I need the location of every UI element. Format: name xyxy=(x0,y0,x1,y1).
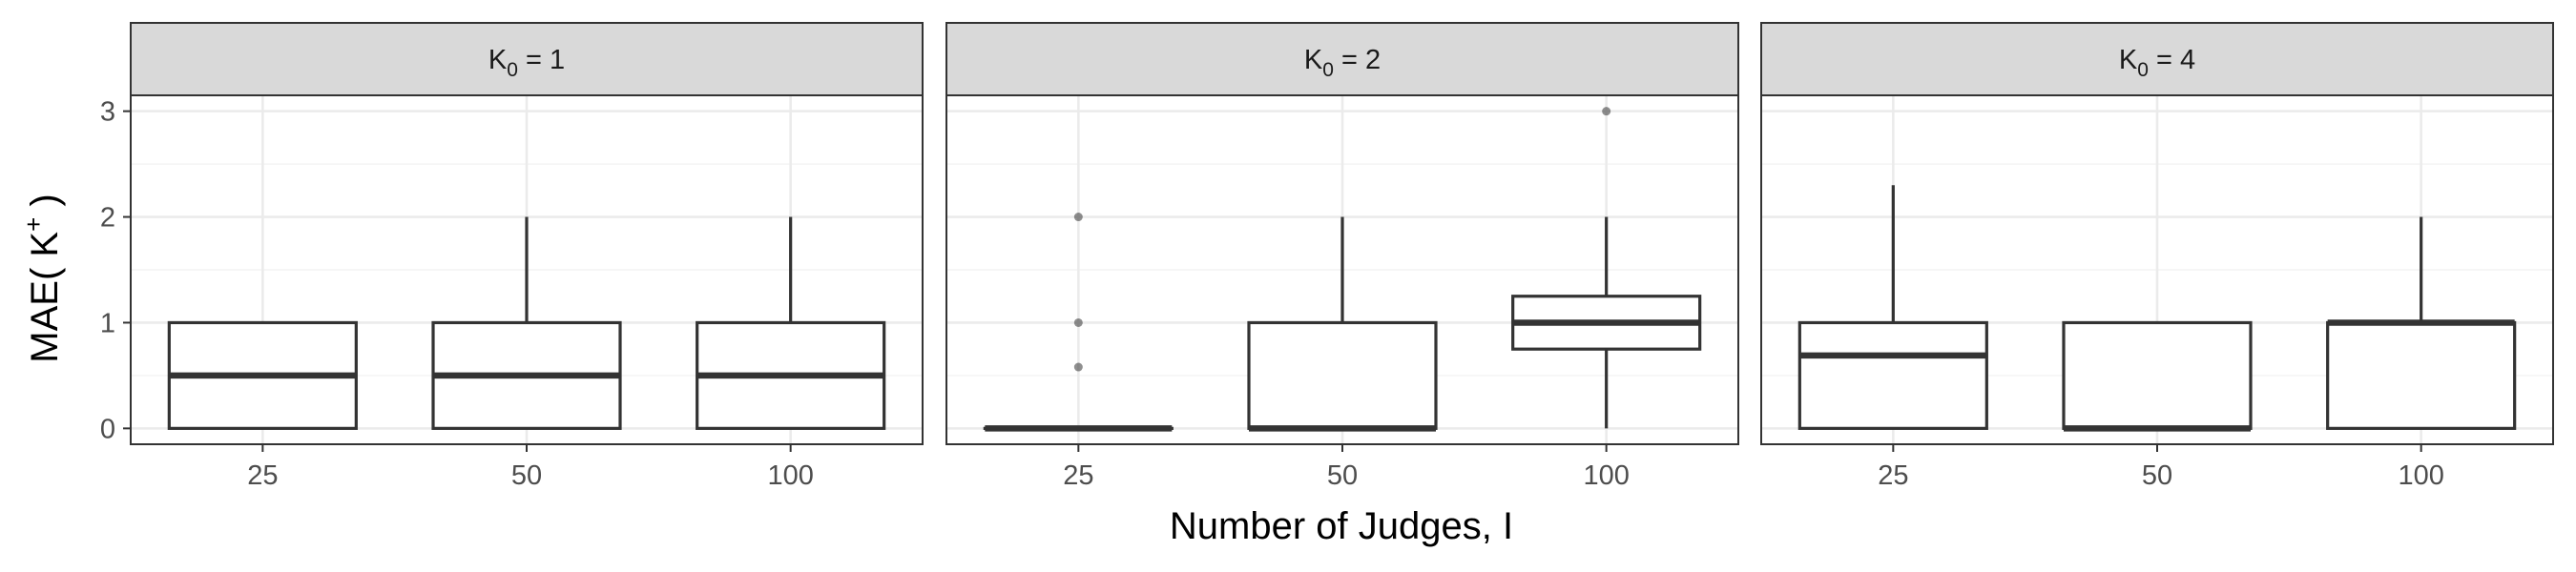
box-iqr xyxy=(2062,320,2253,430)
box-50 xyxy=(1247,216,1438,432)
x-tick-label: 100 xyxy=(767,460,813,491)
strip-label-prefix: K xyxy=(2119,45,2138,75)
outlier-point xyxy=(1073,213,1083,222)
strip-label-subscript: 0 xyxy=(507,59,518,81)
y-axis-title-close: ) xyxy=(24,194,66,216)
box-100 xyxy=(696,216,886,430)
facet-strip-label: K0 = 4 xyxy=(2119,45,2195,81)
x-tick-label: 50 xyxy=(511,460,542,491)
facet-strip xyxy=(130,22,924,96)
box-iqr xyxy=(2326,320,2517,430)
x-tick-label: 100 xyxy=(1583,460,1629,491)
x-tick-label: 25 xyxy=(1878,460,1908,491)
strip-label-suffix: = 2 xyxy=(1334,45,1381,75)
box-100 xyxy=(2326,216,2517,430)
strip-label-suffix: = 1 xyxy=(518,45,565,75)
y-axis-title-sup: + xyxy=(19,217,48,232)
strip-label-subscript: 0 xyxy=(1322,59,1334,81)
y-tick-label: 2 xyxy=(100,203,115,234)
y-tick-label: 1 xyxy=(100,308,115,338)
strip-label-prefix: K xyxy=(488,45,508,75)
box-iqr xyxy=(1797,320,1988,430)
box-25 xyxy=(167,320,358,430)
outlier-point xyxy=(1602,107,1611,116)
facet-strip-label: K0 = 1 xyxy=(488,45,565,81)
facet-panel-3: K0 = 4 25 50 100 xyxy=(1760,22,2554,491)
outlier-point xyxy=(1073,362,1083,372)
box-100 xyxy=(1511,107,1702,429)
x-tick-label: 50 xyxy=(1327,460,1358,491)
y-tick-label: 0 xyxy=(100,414,115,444)
strip-label-prefix: K xyxy=(1304,45,1323,75)
y-axis-title: MAE( K+ ) xyxy=(19,194,66,362)
outlier-point xyxy=(1073,317,1083,327)
box-25 xyxy=(1797,185,1988,430)
box-iqr xyxy=(1247,320,1438,430)
facet-panel-2: K0 = 2 25 50 100 xyxy=(945,22,1739,491)
strip-label-subscript: 0 xyxy=(2137,59,2149,81)
x-tick-label: 25 xyxy=(1063,460,1093,491)
box-50 xyxy=(431,216,622,430)
x-tick-label: 100 xyxy=(2398,460,2443,491)
box-50 xyxy=(2062,320,2253,432)
x-tick-label: 50 xyxy=(2142,460,2172,491)
svg-text:MAE( K+ ): MAE( K+ ) xyxy=(19,194,66,362)
x-tick-label: 25 xyxy=(247,460,278,491)
facet-strip xyxy=(1760,22,2554,96)
y-axis-title-base: MAE( K xyxy=(24,232,66,363)
facet-strip xyxy=(945,22,1739,96)
box-25 xyxy=(983,213,1174,432)
y-tick-label: 3 xyxy=(100,97,115,128)
facet-strip-label: K0 = 2 xyxy=(1304,45,1381,81)
strip-label-suffix: = 4 xyxy=(2149,45,2195,75)
x-axis-title: Number of Judges, I xyxy=(1170,505,1513,547)
